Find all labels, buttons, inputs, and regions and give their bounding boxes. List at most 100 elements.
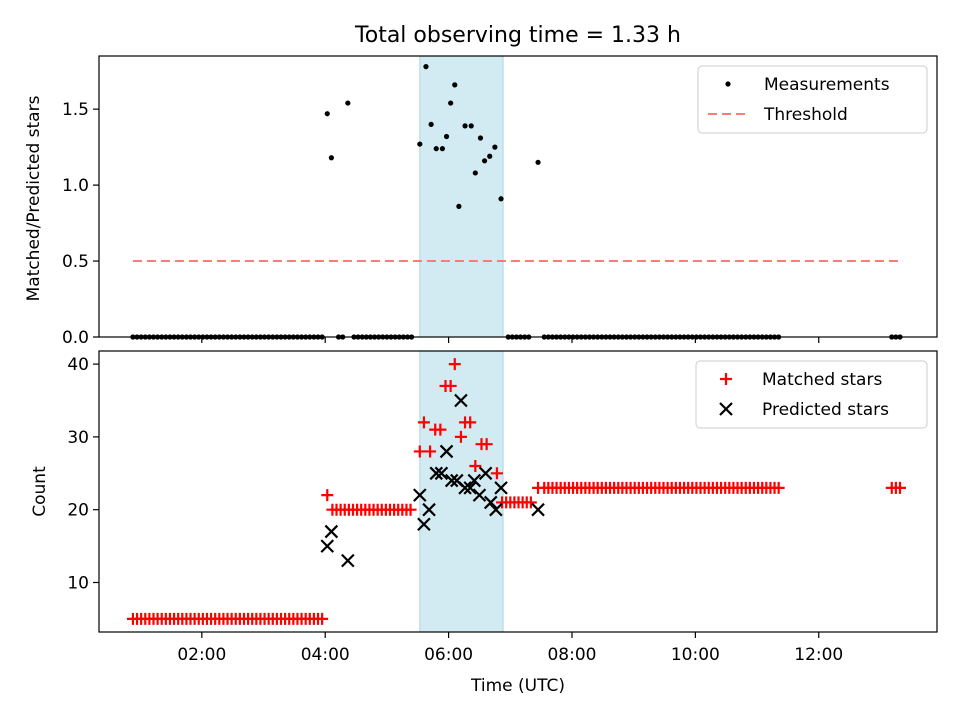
predicted-star-point (463, 481, 477, 495)
measurement-point (439, 146, 446, 152)
ratio-y-ticks: 0.0 0.5 1.0 1.5 (62, 100, 99, 348)
ratio-ytick-label: 1.0 (62, 176, 89, 196)
measurement-point (468, 123, 474, 129)
measurement-point (487, 153, 493, 159)
measurement-point (448, 100, 454, 106)
ratio-panel: 0.0 0.5 1.0 1.5 Matched/Predicted stars Mea… (24, 55, 938, 348)
ratio-ytick-label: 1.5 (62, 100, 89, 120)
matched-star-point (404, 503, 417, 516)
predicted-star-point (483, 495, 498, 510)
measurement-point (452, 82, 458, 88)
count-ytick-label: 40 (67, 355, 89, 375)
measurement-point (345, 100, 351, 106)
matched-star-point (464, 416, 477, 429)
measurement-point (477, 135, 484, 141)
predicted-star-point (458, 481, 472, 495)
count-legend: Matched stars Predicted stars (695, 360, 928, 429)
legend-marker-matched (720, 373, 732, 385)
count-plot-frame (98, 350, 938, 633)
legend-marker-predicted (719, 402, 733, 416)
predicted-star-point (429, 466, 444, 481)
legend-box (695, 360, 928, 429)
count-ytick-label: 10 (67, 573, 89, 593)
x-axis-label: Time (UTC) (470, 676, 565, 696)
x-tick-label: 06:00 (424, 645, 473, 665)
matched-star-point (480, 438, 493, 451)
matched-star-point (417, 416, 430, 429)
legend-label: Measurements (764, 75, 890, 95)
matched-star-point (532, 481, 545, 494)
predicted-star-point (413, 488, 427, 502)
highlight-span-top (419, 55, 504, 338)
predicted-star-point (472, 488, 487, 502)
count-y-axis-label: Count (30, 466, 50, 517)
count-x-ticks: 02:00 04:00 06:00 08:00 10:00 12:00 (177, 632, 843, 665)
matched-star-point (316, 612, 329, 625)
matched-star-point (413, 445, 426, 458)
predicted-star-point (434, 466, 449, 481)
measurement-point (417, 141, 423, 147)
matched-star-point (448, 358, 461, 371)
predicted-star-point (489, 502, 503, 517)
matched-star-point (424, 445, 437, 458)
x-tick-label: 10:00 (671, 645, 720, 665)
measurement-point (492, 144, 498, 150)
matched-star-point (434, 423, 447, 436)
x-tick-label: 08:00 (547, 645, 596, 665)
legend-label: Matched stars (762, 370, 882, 390)
measurement-point (535, 159, 541, 165)
predicted-star-point (341, 553, 355, 568)
predicted-star-point (324, 524, 339, 539)
ratio-ytick-label: 0.0 (62, 328, 89, 348)
predicted-star-point (478, 466, 493, 481)
predicted-star-point (439, 444, 454, 459)
ratio-x-ticks (201, 337, 820, 343)
predicted-star-point (531, 502, 545, 517)
matched-star-point (893, 481, 906, 494)
predicted-star-point (320, 539, 335, 553)
x-tick-label: 02:00 (177, 645, 226, 665)
matched-star-point (321, 489, 334, 502)
legend-box (697, 65, 928, 134)
measurement-point (443, 133, 450, 140)
ratio-plot-frame (98, 55, 938, 338)
measurement-point (498, 196, 504, 202)
measurement-point (428, 121, 434, 127)
count-y-ticks: 10 20 30 40 (67, 355, 99, 593)
count-ytick-label: 20 (67, 501, 89, 521)
predicted-star-point (467, 473, 482, 488)
observing-window-span (419, 55, 504, 338)
matched-star-point (772, 481, 785, 494)
legend-label: Threshold (763, 105, 848, 125)
count-ytick-label: 30 (67, 428, 89, 448)
legend-marker-measurements (725, 81, 731, 87)
matched-star-point (490, 467, 503, 480)
predicted-star-point (454, 393, 468, 408)
measurement-point (462, 123, 468, 129)
measurement-point (324, 111, 330, 117)
measurement-point (423, 64, 429, 70)
measurement-point (433, 146, 439, 152)
matched-star-point (469, 460, 482, 473)
predicted-star-point (417, 517, 431, 532)
matched-star-point (454, 430, 467, 443)
measurement-point (472, 170, 478, 176)
x-tick-label: 04:00 (301, 645, 350, 665)
ratio-y-axis-label: Matched/Predicted stars (24, 95, 44, 301)
matched-star-point (524, 496, 537, 509)
measurement-point (328, 155, 334, 161)
predicted-star-point (444, 473, 459, 488)
ratio-ytick-label: 0.5 (62, 252, 89, 272)
chart-title: Total observing time = 1.33 h (354, 23, 681, 48)
measurement-point (456, 203, 462, 209)
measurement-point (481, 158, 488, 164)
ratio-legend: Measurements Threshold (697, 65, 928, 134)
legend-label: Predicted stars (762, 400, 889, 420)
count-marks (126, 358, 906, 625)
predicted-star-point (494, 481, 508, 495)
predicted-star-point (422, 502, 436, 517)
matched-star-point (444, 379, 457, 392)
x-tick-label: 12:00 (794, 645, 843, 665)
